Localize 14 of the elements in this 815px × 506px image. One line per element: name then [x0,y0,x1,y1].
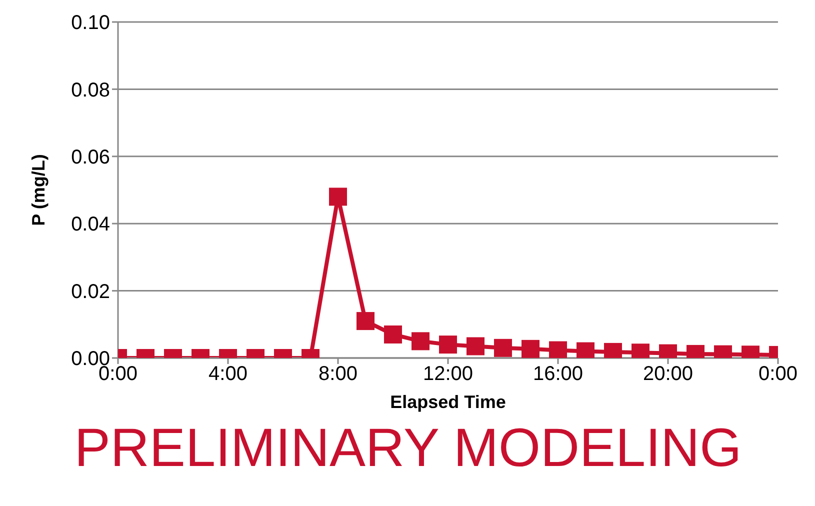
x-tick-label: 20:00 [642,363,694,386]
x-tick-label: 0:00 [758,363,798,386]
x-tick-label: 16:00 [532,363,584,386]
x-tick-label: 8:00 [318,363,358,386]
y-tick-label: 0.10 [71,12,110,34]
x-tick-label: 12:00 [422,363,474,386]
text: PRELIMINARY MODELING [73,418,743,478]
y-tick-label: 0.06 [71,146,110,168]
y-tick-label: 0.02 [71,280,110,303]
y-axis-title: P (mg/L) [28,154,48,226]
y-tick-label: 0.08 [71,79,110,102]
x-axis-title: Elapsed Time [390,392,506,412]
y-tick-label: 0.04 [71,214,110,236]
x-tick-label: 4:00 [208,363,248,386]
